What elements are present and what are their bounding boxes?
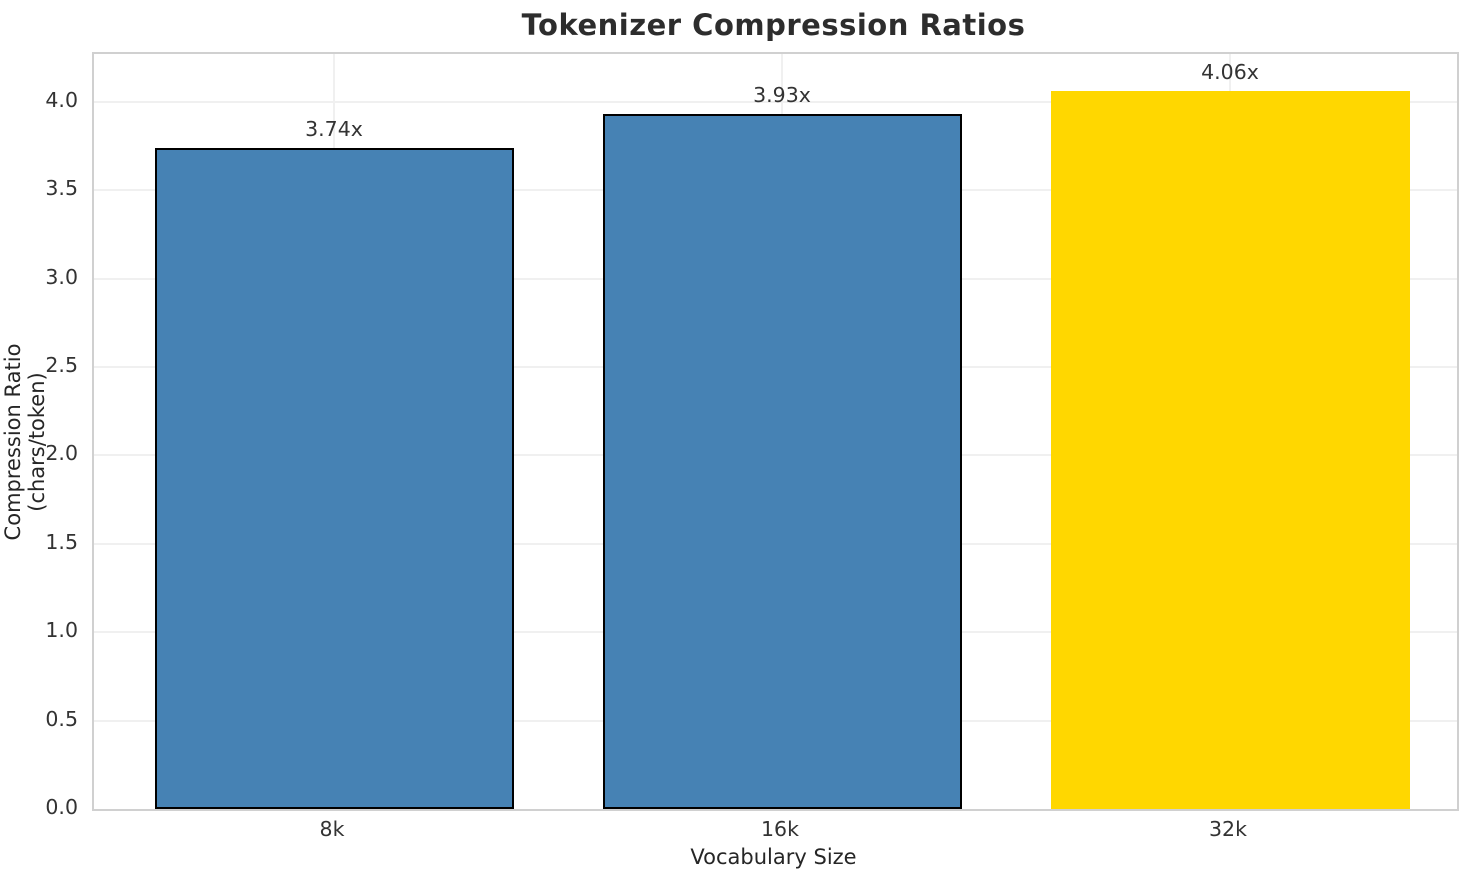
plot-area: 3.74x 3.93x 4.06x bbox=[92, 52, 1459, 811]
y-tick-label: 3.5 bbox=[45, 176, 78, 201]
chart-title: Tokenizer Compression Ratios bbox=[521, 8, 1026, 42]
y-tick-label: 1.5 bbox=[45, 529, 78, 554]
y-tick-label: 2.5 bbox=[45, 352, 78, 377]
y-tick-label: 4.0 bbox=[45, 87, 78, 112]
bar-value-label: 3.93x bbox=[753, 83, 811, 108]
y-tick-label: 3.0 bbox=[45, 264, 78, 289]
h-gridline bbox=[94, 100, 1457, 103]
y-tick-label: 2.0 bbox=[45, 441, 78, 466]
y-tick-label: 0.5 bbox=[45, 706, 78, 731]
x-tick-label: 8k bbox=[319, 817, 345, 841]
bar-8k bbox=[154, 147, 514, 809]
x-axis-label: Vocabulary Size bbox=[690, 845, 857, 869]
y-tick-label: 0.0 bbox=[45, 795, 78, 819]
bar-value-label: 4.06x bbox=[1201, 60, 1259, 85]
bar-value-label: 3.74x bbox=[305, 116, 363, 141]
x-tick-label: 32k bbox=[1209, 817, 1247, 841]
x-tick-label: 16k bbox=[761, 817, 799, 841]
y-tick-label: 1.0 bbox=[45, 618, 78, 643]
bar-32k bbox=[1050, 91, 1410, 809]
bar-16k bbox=[602, 114, 962, 809]
